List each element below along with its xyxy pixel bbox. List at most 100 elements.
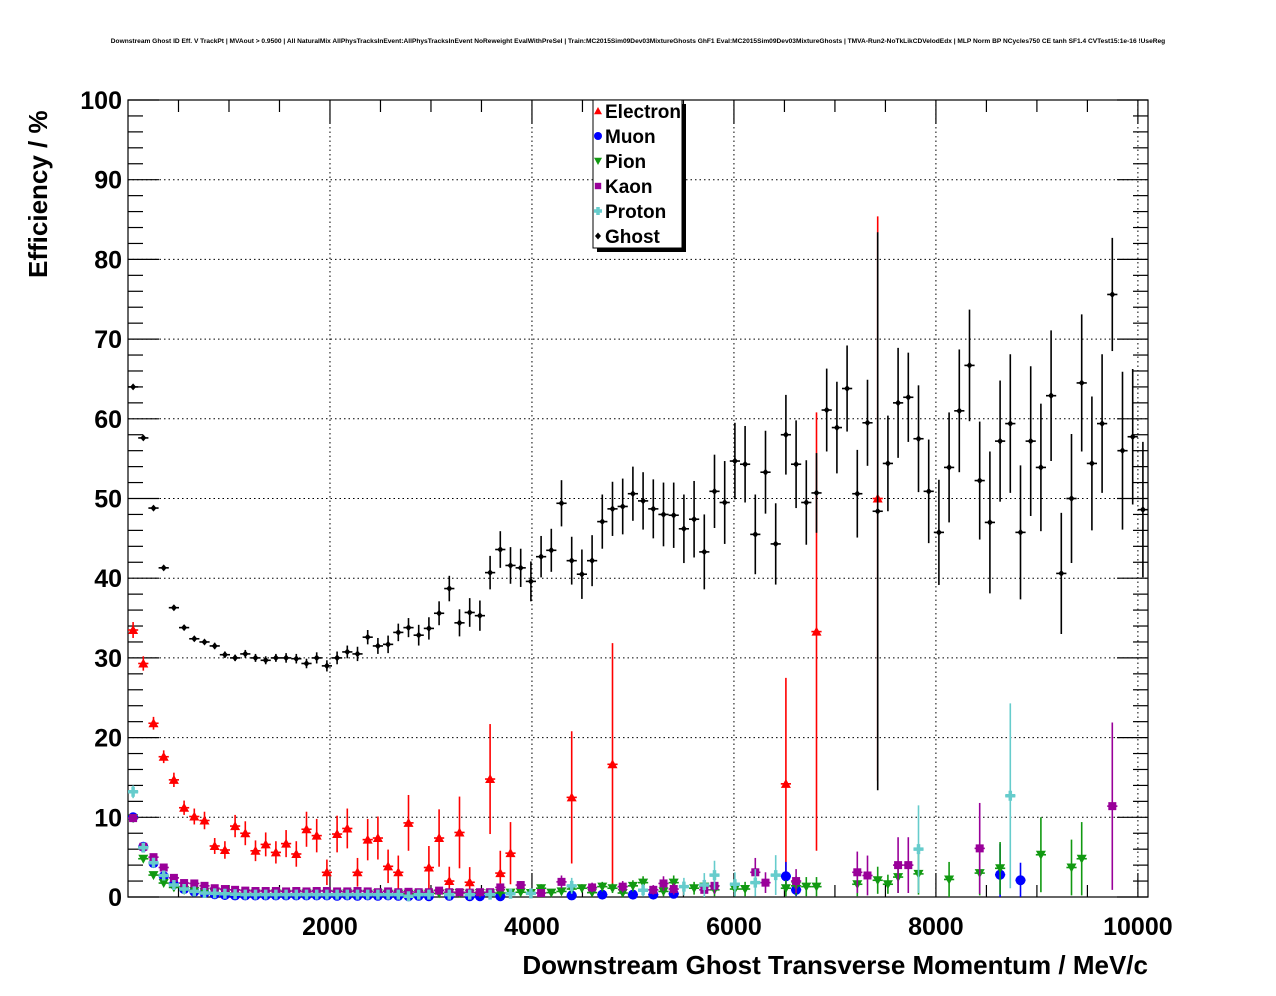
cross-marker	[321, 889, 332, 900]
ghost-point	[495, 531, 506, 568]
pion-point	[801, 877, 812, 897]
electron-point	[250, 840, 261, 862]
ghost-point	[668, 482, 679, 548]
cross-marker	[525, 888, 536, 899]
triangle-up-marker	[260, 839, 271, 849]
triangle-up-marker	[138, 658, 149, 668]
triangle-down-marker	[576, 884, 587, 894]
electron-point	[270, 841, 281, 864]
cross-marker	[209, 888, 220, 899]
electron-point	[291, 841, 302, 867]
electron-point	[230, 814, 241, 838]
ghost-point	[913, 385, 924, 493]
proton-point	[464, 889, 475, 900]
circle-marker	[627, 889, 638, 900]
ghost-point	[760, 430, 771, 514]
ghost-point	[352, 646, 363, 662]
electron-point	[403, 794, 414, 851]
electron-point	[240, 821, 251, 846]
legend-label-electron: Electron	[605, 102, 681, 123]
ghost-point	[128, 383, 139, 391]
diamond-marker	[833, 424, 840, 432]
electron-point	[128, 622, 139, 638]
kaon-point	[454, 888, 465, 897]
proton-point	[505, 888, 516, 899]
diamond-marker	[1119, 447, 1126, 455]
diamond-marker	[232, 654, 239, 662]
diamond-marker	[1037, 463, 1044, 471]
cross-marker	[128, 786, 139, 797]
cross-marker	[444, 889, 455, 900]
ghost-point	[617, 478, 628, 535]
cross-marker	[219, 888, 230, 899]
triangle-up-marker	[372, 833, 383, 843]
triangle-down-marker	[995, 864, 1006, 874]
proton-point	[372, 889, 383, 900]
diamond-marker	[1078, 379, 1085, 387]
kaon-point	[199, 881, 210, 890]
diamond-marker	[191, 635, 198, 643]
ghost-point	[393, 623, 404, 642]
diamond-marker	[595, 232, 601, 240]
kaon-point	[617, 881, 628, 893]
diamond-marker	[385, 640, 392, 648]
electron-point	[505, 822, 516, 885]
y-tick-label: 0	[108, 884, 122, 912]
ghost-point	[964, 309, 975, 422]
cross-marker	[230, 889, 241, 900]
electron-point	[342, 808, 353, 849]
ghost-point	[791, 420, 802, 509]
ghost-point	[719, 461, 730, 544]
ghost-point	[770, 503, 781, 585]
diamond-marker	[640, 497, 647, 505]
diamond-marker	[568, 557, 575, 565]
electron-point	[311, 818, 322, 853]
proton-point	[393, 889, 404, 900]
pion-point	[576, 884, 587, 894]
pion-point	[872, 866, 883, 894]
electron-point	[383, 849, 394, 884]
cross-marker	[729, 879, 740, 890]
cross-marker	[158, 870, 169, 881]
square-marker	[159, 863, 168, 872]
triangle-up-marker	[209, 840, 220, 850]
ghost-point	[933, 479, 944, 585]
proton-point	[566, 877, 577, 894]
cross-marker	[709, 870, 720, 881]
triangle-up-marker	[403, 817, 414, 827]
ghost-point	[944, 412, 955, 523]
triangle-up-marker	[321, 867, 332, 877]
ghost-point	[576, 549, 587, 599]
kaon-point	[1107, 722, 1118, 890]
diamond-marker	[629, 490, 636, 498]
electron-point	[352, 857, 363, 887]
square-marker	[761, 878, 770, 887]
cross-marker	[372, 889, 383, 900]
cross-marker	[505, 888, 516, 899]
ghost-point	[158, 564, 169, 572]
triangle-up-marker	[250, 845, 261, 855]
ghost-point	[587, 535, 598, 587]
ghost-point	[740, 425, 751, 503]
diamond-marker	[946, 463, 953, 471]
proton-point	[199, 888, 210, 899]
diamond-marker	[731, 457, 738, 465]
y-tick-labels: 0 10 20 30 40 50 60 70 80 90 100	[80, 87, 122, 912]
ghost-point	[413, 624, 424, 646]
proton-point	[638, 883, 649, 897]
electron-point	[485, 724, 496, 835]
diamond-marker	[956, 407, 963, 415]
cross-marker	[566, 880, 577, 891]
square-marker	[129, 814, 138, 823]
diamond-marker	[711, 487, 718, 495]
cross-marker	[423, 889, 434, 900]
triangle-up-marker	[485, 774, 496, 784]
diamond-marker	[782, 431, 789, 439]
cross-marker	[699, 880, 710, 891]
kaon-point	[648, 885, 659, 895]
kaon-point	[168, 873, 179, 882]
square-marker	[180, 879, 189, 888]
triangle-up-marker	[148, 718, 159, 728]
square-marker	[516, 881, 525, 890]
ghost-point	[209, 642, 220, 650]
